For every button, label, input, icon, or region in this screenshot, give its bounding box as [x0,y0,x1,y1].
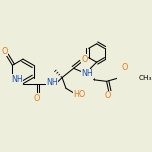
Text: O: O [34,94,40,103]
Text: O: O [105,92,111,100]
Text: NH: NH [11,75,23,84]
Polygon shape [128,76,138,80]
Text: NH: NH [81,69,93,78]
Text: NH: NH [46,78,58,87]
Text: O: O [81,55,88,64]
Text: O: O [121,63,127,72]
Text: CH₃: CH₃ [139,74,152,81]
Text: HO: HO [74,90,86,99]
Text: O: O [2,47,8,56]
